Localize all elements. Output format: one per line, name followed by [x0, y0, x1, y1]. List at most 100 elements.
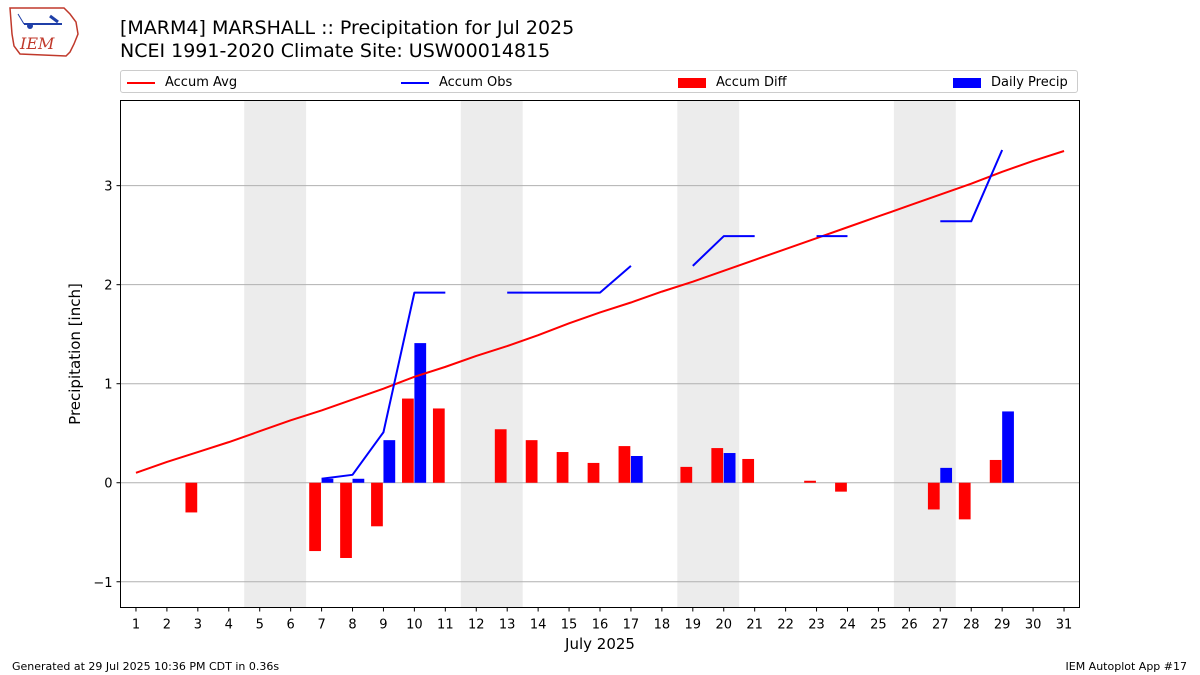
weekend-band — [244, 100, 307, 608]
x-tick-label: 15 — [561, 618, 578, 633]
footer-app: IEM Autoplot App #17 — [1065, 660, 1188, 673]
x-tick-label: 17 — [623, 618, 640, 633]
x-tick-label: 3 — [194, 618, 202, 633]
legend-label: Accum Obs — [439, 75, 513, 90]
y-tick-label: 2 — [104, 279, 112, 294]
x-tick-label: 11 — [437, 618, 454, 633]
x-tick-label: 31 — [1056, 618, 1073, 633]
accum-obs-line — [321, 291, 446, 480]
y-tick-label: 0 — [104, 477, 112, 492]
x-tick-label: 10 — [406, 618, 423, 633]
x-axis-label: July 2025 — [564, 635, 635, 653]
x-tick-label: 14 — [530, 618, 547, 633]
y-axis-ticks: −1 0 1 2 3 — [93, 180, 121, 591]
daily-precip-bar — [383, 440, 396, 483]
x-tick-label: 2 — [163, 618, 171, 633]
x-tick-label: 27 — [932, 618, 949, 633]
accum-obs-line — [940, 149, 1004, 223]
accum-diff-bar — [340, 482, 352, 558]
x-tick-label: 12 — [468, 618, 485, 633]
y-tick-label: −1 — [93, 576, 112, 591]
x-tick-label: 20 — [715, 618, 732, 633]
x-tick-label: 1 — [132, 618, 140, 633]
gridlines — [120, 185, 1080, 583]
iowa-map-icon: IEM — [9, 7, 79, 57]
legend-swatch — [127, 81, 155, 84]
legend-label: Accum Avg — [165, 75, 238, 90]
accum-diff-bar — [927, 482, 940, 510]
weekend-band — [677, 100, 740, 608]
accum-diff-bar — [432, 408, 445, 483]
x-tick-label: 22 — [777, 618, 794, 633]
chart-subtitle: NCEI 1991-2020 Climate Site: USW00014815 — [120, 40, 551, 62]
y-tick-label: 3 — [104, 180, 112, 195]
x-tick-label: 19 — [685, 618, 702, 633]
y-axis-label: Precipitation [inch] — [66, 283, 84, 425]
x-tick-label: 8 — [348, 618, 356, 633]
accum-diff-bar — [742, 458, 755, 483]
accum-diff-bar — [371, 482, 383, 527]
daily-precip-bar — [940, 467, 953, 483]
legend-swatch — [678, 77, 706, 88]
accum-diff-bar — [525, 440, 538, 483]
x-axis-ticks: 1 2 3 4 5 6 7 8 9 10 11 12 13 14 15 16 17 18 19 20 21 22 23 24 2… — [132, 607, 1073, 633]
weekend-band — [893, 100, 956, 608]
accum-diff-bar — [618, 446, 631, 483]
x-tick-label: 28 — [963, 618, 980, 633]
accum-diff-bar — [494, 429, 507, 483]
daily-precip-bar — [630, 455, 643, 483]
weekend-band — [460, 100, 523, 608]
legend-swatch — [401, 81, 429, 84]
legend: Accum Avg Accum Obs Accum Diff Daily Pre… — [120, 70, 1078, 93]
accum-diff-bar — [402, 398, 414, 483]
legend-item-accum-avg: Accum Avg — [127, 71, 237, 94]
accum-diff-bar — [989, 459, 1002, 483]
daily-precip-bar — [414, 343, 427, 483]
x-tick-label: 26 — [901, 618, 918, 633]
accum-obs-line — [507, 265, 632, 294]
x-tick-label: 24 — [839, 618, 856, 633]
accum-diff-bar — [587, 462, 600, 483]
accum-diff-bar — [309, 482, 321, 552]
legend-swatch — [953, 77, 981, 88]
accum-diff-bar — [958, 482, 971, 520]
accum-diff-bar — [804, 480, 816, 483]
daily-precip-bar — [321, 478, 334, 483]
lines — [135, 149, 1065, 480]
x-tick-label: 13 — [499, 618, 516, 633]
x-tick-label: 23 — [808, 618, 825, 633]
x-tick-label: 7 — [317, 618, 325, 633]
accum-diff-bar — [185, 482, 198, 513]
daily-precip-bar — [723, 453, 736, 483]
x-tick-label: 29 — [994, 618, 1011, 633]
x-tick-label: 5 — [256, 618, 264, 633]
legend-label: Daily Precip — [991, 75, 1068, 90]
iem-logo: IEM — [6, 4, 82, 60]
footer-generated: Generated at 29 Jul 2025 10:36 PM CDT in… — [12, 660, 280, 673]
x-tick-label: 21 — [746, 618, 763, 633]
legend-item-accum-obs: Accum Obs — [401, 71, 512, 94]
x-tick-label: 6 — [287, 618, 295, 633]
x-tick-label: 25 — [870, 618, 887, 633]
accum-diff-bar — [835, 482, 847, 492]
x-tick-label: 16 — [592, 618, 609, 633]
x-tick-label: 30 — [1025, 618, 1042, 633]
legend-item-daily-precip: Daily Precip — [953, 71, 1068, 94]
accum-diff-bar — [680, 466, 693, 483]
bars — [185, 343, 1014, 558]
accum-avg-line — [135, 150, 1065, 474]
weekend-shading — [244, 100, 956, 608]
legend-item-accum-diff: Accum Diff — [678, 71, 787, 94]
x-tick-label: 9 — [379, 618, 387, 633]
legend-label: Accum Diff — [716, 75, 787, 90]
chart-title: [MARM4] MARSHALL :: Precipitation for Ju… — [120, 17, 575, 39]
accum-diff-bar — [556, 452, 569, 483]
logo-text: IEM — [19, 34, 55, 53]
accum-diff-bar — [711, 448, 724, 483]
accum-obs-line — [692, 235, 755, 267]
daily-precip-bar — [1002, 411, 1014, 483]
daily-precip-bar — [352, 478, 365, 483]
x-tick-label: 4 — [225, 618, 233, 633]
y-tick-label: 1 — [104, 378, 112, 393]
